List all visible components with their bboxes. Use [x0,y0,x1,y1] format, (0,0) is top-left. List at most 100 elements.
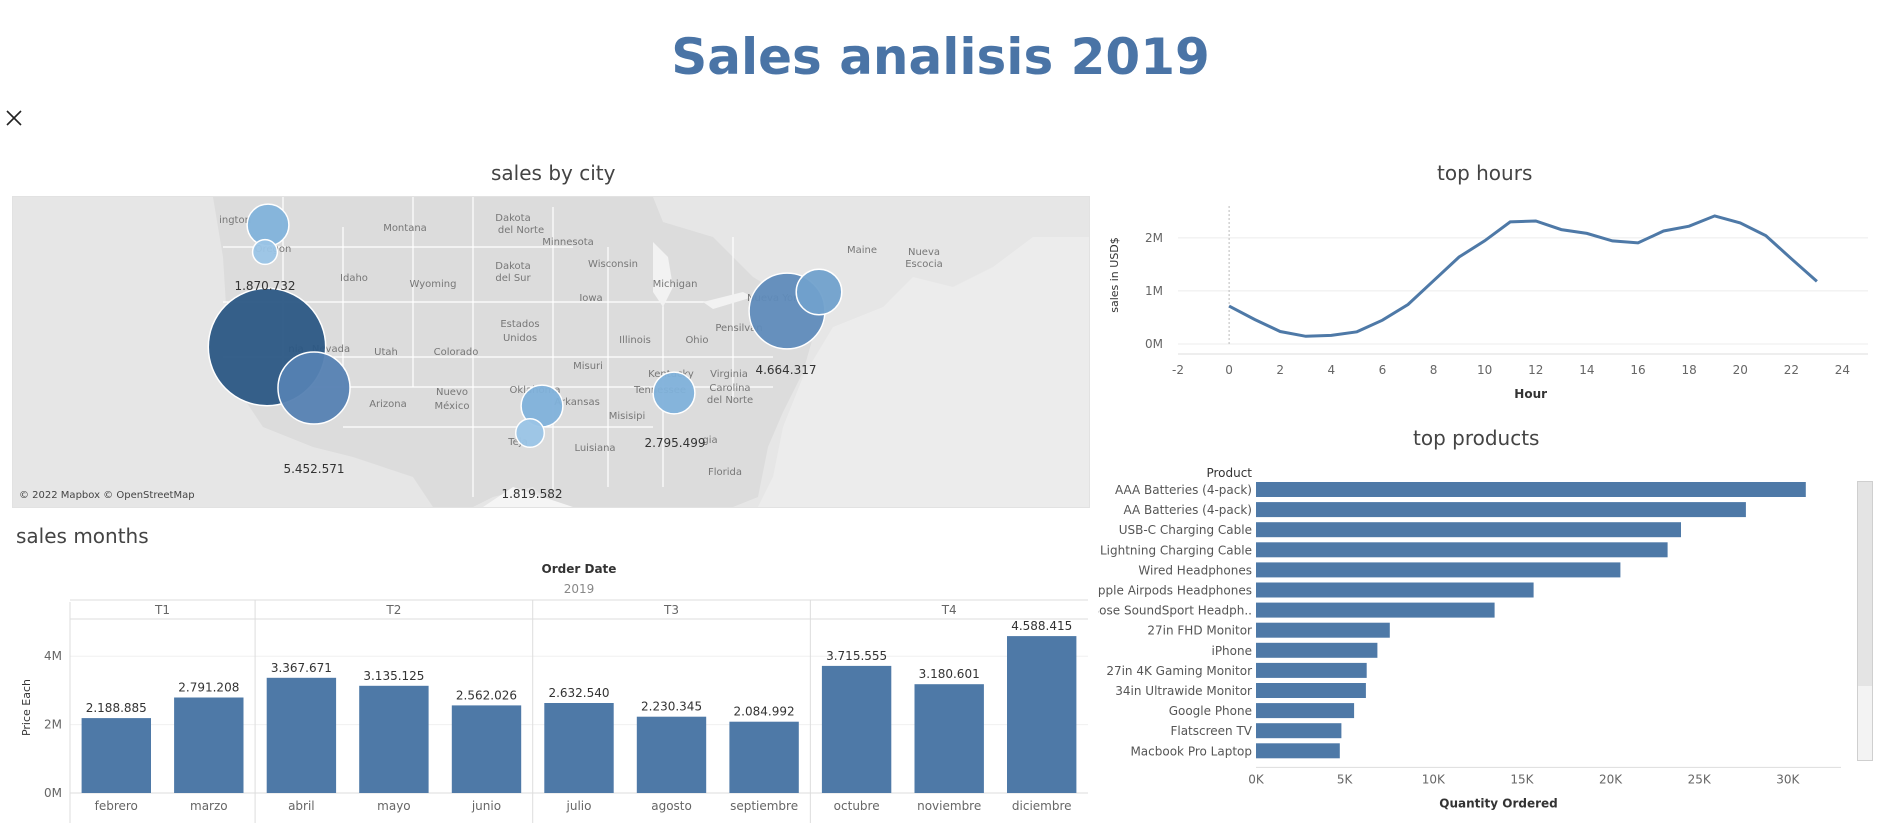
months-y-axis-title: Price Each [20,679,33,736]
hours-xtick-label: -2 [1172,363,1184,377]
product-bar [1256,542,1668,558]
hours-xtick-label: 16 [1630,363,1645,377]
sales-by-city-map[interactable]: ington Montana Dakota del Norte Minnesota Mai… [12,196,1090,508]
month-category-label: junio [471,799,501,813]
map-region-label: Carolina [709,383,750,394]
map-region-label: Minnesota [542,237,594,248]
hours-panel-title: top hours [1437,161,1533,185]
products-xtick-label: 15K [1510,772,1534,786]
hours-xtick-label: 20 [1733,363,1748,377]
months-header: Order Date [542,562,617,576]
product-bar [1256,743,1340,759]
month-value-label: 2.230.345 [641,700,702,714]
hours-xtick-label: 8 [1430,363,1438,377]
hours-xtick-label: 6 [1379,363,1387,377]
months-ytick-label: 2M [44,718,62,732]
month-category-label: noviembre [917,799,981,813]
map-region-label: Escocia [905,259,943,270]
product-label: USB-C Charging Cable [1119,523,1252,537]
close-icon[interactable] [4,108,24,128]
product-label: Apple Airpods Headphones [1098,584,1252,598]
product-label: iPhone [1211,644,1252,658]
city-bubble-austin [514,417,546,449]
product-bar [1256,482,1806,497]
map-region-label: Estados [500,319,539,330]
product-bar [1256,562,1621,578]
product-bar [1256,683,1366,698]
map-region-label: Florida [708,467,742,478]
hours-ytick-label: 1M [1145,284,1163,298]
month-category-label: mayo [377,799,411,813]
products-category-header: Product [1206,466,1252,480]
lake-erie [703,292,753,309]
map-region-label: ington [219,215,251,226]
month-value-label: 3.135.125 [363,669,424,683]
map-region-label: Teja [507,437,527,448]
city-value-label: 2.795.499 [644,436,705,450]
products-panel-title: top products [1413,426,1540,450]
month-bar [636,716,707,793]
map-region-label: del Norte [498,225,544,236]
product-bar [1256,582,1534,598]
map-region-label: Nueva [908,247,940,258]
map-region-label: Utah [374,347,398,358]
product-label: Lightning Charging Cable [1100,543,1252,557]
city-value-label: 1.819.582 [501,487,562,501]
city-value-label: 5.452.571 [283,462,344,476]
hours-xtick-label: 22 [1784,363,1799,377]
hours-xtick-label: 10 [1477,363,1492,377]
month-value-label: 2.562.026 [456,688,517,702]
products-xtick-label: 30K [1776,772,1800,786]
hours-xtick-label: 24 [1835,363,1850,377]
map-region-label: Colorado [434,347,479,358]
map-region-label: Nevada [312,344,350,355]
month-value-label: 3.180.601 [919,667,980,681]
hours-x-axis-title: Hour [1514,387,1547,401]
map-region-label: Luisiana [574,443,615,454]
map-region-label: Misisipi [609,411,646,422]
hours-xtick-label: 18 [1681,363,1696,377]
map-region-label: Maine [847,245,877,256]
quarter-label: T2 [385,603,401,617]
hours-xtick-label: 2 [1276,363,1284,377]
top-products-chart[interactable]: Product AAA Batteries (4-pack) AA Batterie… [1098,458,1858,814]
product-label: AAA Batteries (4-pack) [1115,483,1252,497]
map-region-label: del Norte [707,395,753,406]
product-bar [1256,522,1681,538]
hours-xtick-label: 12 [1528,363,1543,377]
products-x-axis-title: Quantity Ordered [1439,796,1557,810]
product-bar [1256,642,1378,658]
month-value-label: 2.084.992 [734,705,795,719]
products-xtick-label: 10K [1422,772,1446,786]
map-region-label: Idaho [340,273,368,284]
map-region-label: Virginia [710,369,748,380]
hours-xtick-label: 4 [1328,363,1336,377]
product-bar [1256,723,1342,739]
month-category-label: agosto [651,799,692,813]
sales-months-chart[interactable]: Order Date 2019 0M 2M 4M T1 T2 T3 T4 2.188.885 feb… [0,556,1098,825]
month-bar [174,697,244,793]
products-scrollbar-thumb[interactable] [1858,482,1872,686]
quarter-label: T1 [154,603,170,617]
map-region-label: Arkansas [554,397,600,408]
product-label: Flatscreen TV [1170,724,1252,738]
map-region-label: Dakota [495,213,530,224]
months-ytick-label: 4M [44,649,62,663]
month-category-label: octubre [834,799,880,813]
hours-y-axis-title: sales in USD$ [1108,237,1121,313]
months-panel-title: sales months [16,524,149,548]
product-bar [1256,502,1746,518]
hours-xtick-label: 0 [1225,363,1233,377]
month-category-label: diciembre [1012,799,1072,813]
map-region-label: Pensilvan [715,323,762,334]
product-bar [1256,662,1367,678]
month-value-label: 2.188.885 [86,701,147,715]
map-region-label: Wisconsin [588,259,638,270]
map-region-label: Unidos [503,333,537,344]
quarter-label: T3 [663,603,679,617]
product-label: 27in 4K Gaming Monitor [1106,664,1252,678]
city-bubble-portland [251,238,279,266]
month-bar [914,684,984,793]
